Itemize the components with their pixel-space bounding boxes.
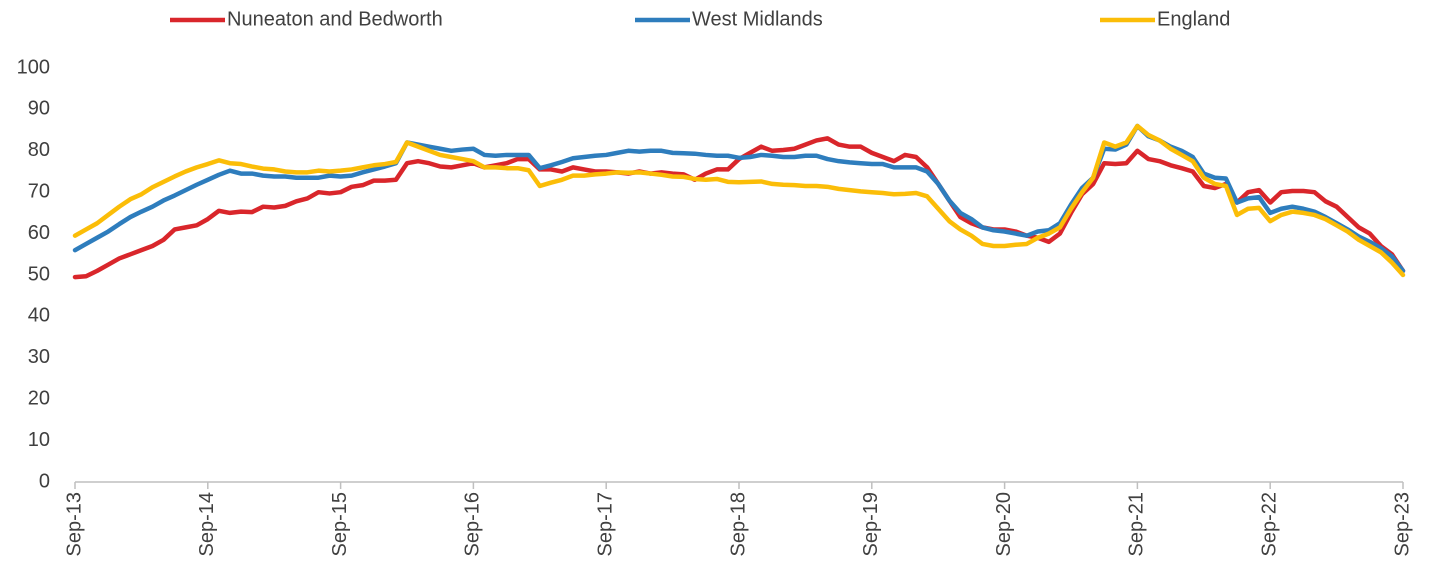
y-tick-label: 30 [28, 346, 50, 368]
x-tick-label: Sep-15 [329, 492, 351, 557]
x-tick-label: Sep-18 [727, 492, 749, 557]
x-tick-label: Sep-23 [1391, 492, 1413, 557]
x-tick-label: Sep-19 [860, 492, 882, 557]
y-tick-label: 90 [28, 98, 50, 120]
y-tick-label: 20 [28, 387, 50, 409]
y-tick-label: 80 [28, 139, 50, 161]
y-tick-label: 70 [28, 180, 50, 202]
y-tick-label: 60 [28, 222, 50, 244]
x-tick-label: Sep-20 [993, 492, 1015, 557]
x-tick-label: Sep-13 [63, 492, 85, 557]
x-tick-label: Sep-22 [1258, 492, 1280, 557]
y-tick-label: 100 [17, 56, 50, 78]
x-tick-label: Sep-16 [462, 492, 484, 557]
series-line [72, 123, 1406, 274]
y-tick-label: 40 [28, 305, 50, 327]
x-tick-label: Sep-21 [1126, 492, 1148, 557]
y-tick-label: 50 [28, 263, 50, 285]
legend-label: West Midlands [692, 8, 823, 30]
y-tick-label: 10 [28, 429, 50, 451]
series-line [72, 123, 1406, 278]
x-tick-label: Sep-14 [196, 492, 218, 557]
legend-label: Nuneaton and Bedworth [227, 8, 443, 30]
y-tick-label: 0 [39, 470, 50, 492]
x-tick-label: Sep-17 [594, 492, 616, 557]
legend-label: England [1157, 8, 1230, 30]
